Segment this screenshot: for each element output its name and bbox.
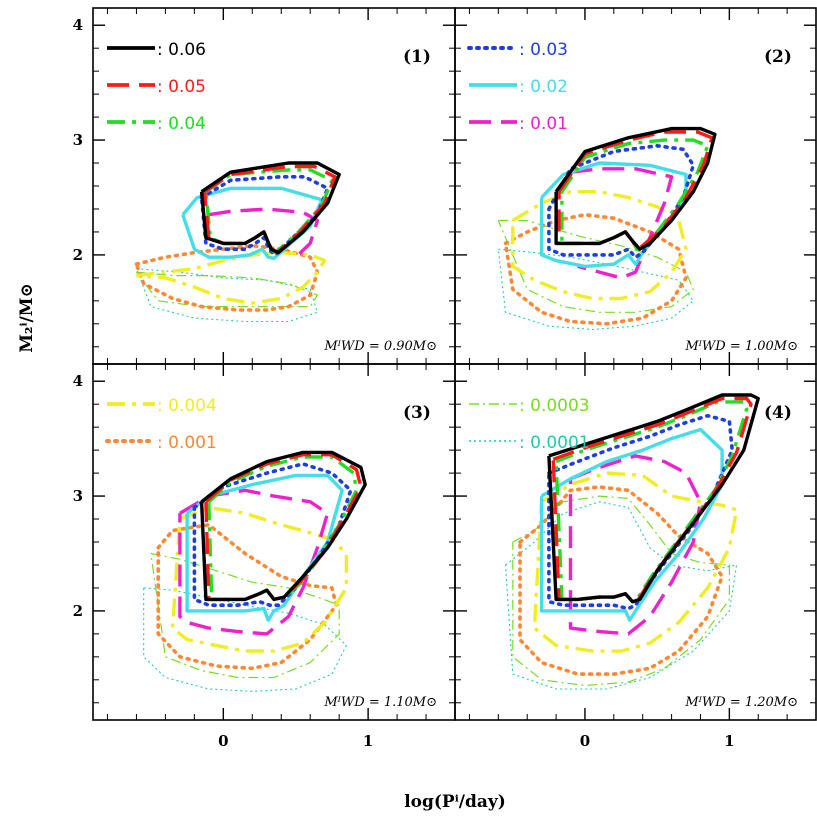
y-tick-label: 3 [73, 487, 83, 505]
series-line-0_001 [503, 212, 688, 326]
x-axis-label: log(Pⁱ/day) [404, 792, 506, 812]
series-line-0_02 [181, 186, 324, 260]
panel-frame [454, 7, 817, 365]
series-line-0_06 [547, 393, 760, 604]
mwd-label: MᴵWD = 1.10M⊙ [323, 695, 437, 710]
x-tick-label: 1 [724, 732, 734, 750]
series-line-0_0001 [143, 587, 347, 692]
series-line-0_001 [518, 485, 724, 676]
y-tick-label: 2 [73, 246, 83, 264]
x-tick-label: 1 [363, 732, 373, 750]
y-tick-label: 4 [73, 372, 83, 390]
series-line-0_01 [570, 167, 674, 280]
panel-2: (2) MᴵWD = 1.00M⊙ : 0.03 : 0.02 : 0.01 [454, 7, 817, 365]
series-line-0_001 [156, 522, 339, 671]
panels-group: 2 3 4 (1) MᴵWD = 0.90M⊙ : 0.06 : 0.05 : 0.04 (2)… [73, 7, 817, 750]
mwd-label: MᴵWD = 1.20M⊙ [684, 695, 798, 710]
x-tick-label: 0 [580, 732, 590, 750]
legend-label: : 0.05 [157, 77, 206, 97]
series-line-0_004 [532, 471, 739, 653]
series-line-0_06 [554, 126, 717, 251]
series-line-0_0001 [504, 501, 738, 690]
panel-id-label: (1) [403, 47, 431, 67]
legend-label: : 0.004 [157, 396, 217, 416]
series-line-0_03 [192, 462, 353, 608]
panel-3: 0 1 2 3 4 (3) MᴵWD = 1.10M⊙ : 0.004 : 0.001 [73, 363, 456, 750]
panel-1: 2 3 4 (1) MᴵWD = 0.90M⊙ : 0.06 : 0.05 : 0.04 [73, 7, 456, 365]
legend-label: : 0.02 [519, 77, 568, 97]
legend-label: : 0.06 [157, 40, 206, 60]
series-line-0_004 [170, 505, 349, 653]
panel-id-label: (4) [764, 403, 792, 423]
series-line-0_05 [202, 164, 337, 255]
series-line-0_0003 [512, 495, 731, 687]
mwd-label: MᴵWD = 0.90M⊙ [323, 339, 437, 354]
series-line-0_01 [178, 488, 330, 636]
series-line-0_06 [199, 450, 367, 602]
legend-label: : 0.04 [157, 114, 206, 134]
legend-label: : 0.03 [519, 40, 568, 60]
series-line-0_0001 [497, 248, 694, 331]
series-line-0_004 [511, 189, 688, 301]
mwd-label: MᴵWD = 1.00M⊙ [684, 339, 798, 354]
panel-id-label: (2) [764, 47, 792, 67]
panel-frame [92, 363, 456, 721]
series-line-0_004 [136, 250, 327, 305]
x-tick-label: 0 [218, 732, 228, 750]
legend-label: : 0.0001 [519, 433, 590, 453]
panel-4: 0 1 (4) MᴵWD = 1.20M⊙ : 0.0003 : 0.0001 [454, 363, 817, 750]
panel-id-label: (3) [403, 403, 431, 423]
series-line-0_0003 [135, 271, 318, 308]
y-tick-label: 3 [73, 131, 83, 149]
series-line-0_06 [199, 161, 341, 255]
series-line-0_001 [134, 243, 320, 312]
y-tick-label: 2 [73, 602, 83, 620]
series-line-0_01 [208, 207, 320, 259]
series-line-0_05 [551, 396, 753, 604]
series-line-0_02 [539, 427, 724, 622]
legend-label: : 0.01 [519, 114, 568, 134]
panel-frame [454, 363, 817, 721]
series-line-0_04 [554, 400, 749, 604]
y-tick-label: 4 [73, 16, 83, 34]
series-line-0_01 [568, 454, 703, 636]
legend-label: : 0.001 [157, 433, 217, 453]
y-axis-label: M₂ⁱ/M⊙ [17, 283, 37, 353]
series-line-0_0003 [497, 219, 694, 313]
legend-label: : 0.0003 [519, 396, 590, 416]
series-line-0_03 [199, 175, 330, 257]
